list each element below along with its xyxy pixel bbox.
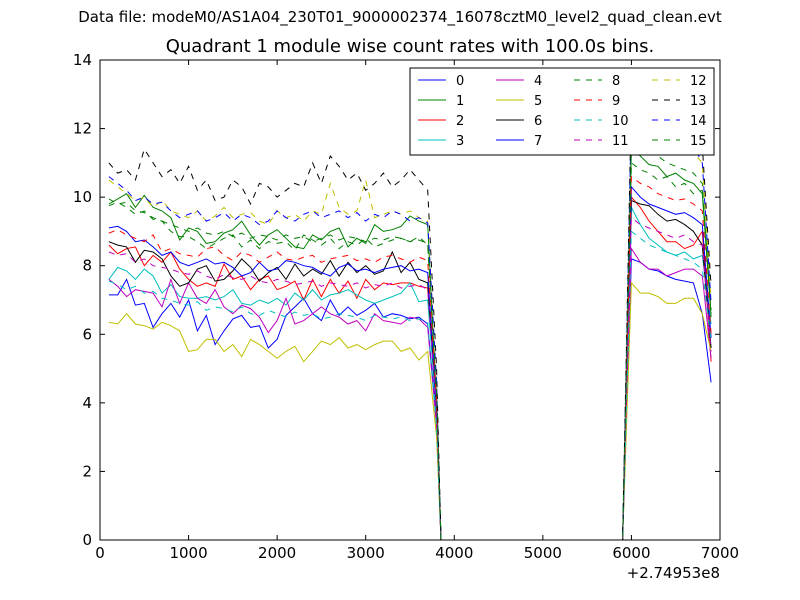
plot-frame [99, 59, 721, 541]
legend-label: 10 [612, 114, 629, 129]
legend-box [409, 67, 715, 156]
series-line-9 [108, 175, 712, 540]
legend-label: 9 [612, 94, 620, 109]
legend-label: 6 [534, 114, 542, 129]
x-tick-label: 2000 [258, 544, 296, 562]
legend-label: 13 [690, 94, 707, 109]
chart-title: Quadrant 1 module wise count rates with … [165, 36, 655, 57]
x-tick-label: 4000 [435, 544, 473, 562]
series-line-0 [108, 258, 712, 540]
series-line-10 [108, 230, 712, 540]
series-line-11 [108, 216, 712, 540]
figure-suptitle: Data file: modeM0/AS1A04_230T01_90000023… [78, 8, 722, 26]
y-tick-label: 14 [73, 51, 92, 69]
legend-label: 4 [534, 74, 542, 89]
series-line-14 [108, 110, 712, 540]
legend-label: 14 [690, 114, 707, 129]
x-tick-label: 3000 [347, 544, 385, 562]
y-tick-label: 2 [82, 462, 92, 480]
series-line-5 [108, 281, 712, 540]
legend-label: 2 [456, 114, 464, 129]
legend-label: 1 [456, 94, 464, 109]
x-tick-label: 5000 [524, 544, 562, 562]
y-tick-label: 12 [73, 120, 92, 138]
legend-label: 11 [612, 134, 629, 149]
x-tick-label: 1000 [169, 544, 207, 562]
y-tick-label: 10 [73, 188, 92, 206]
legend-label: 7 [534, 134, 542, 149]
series-line-3 [108, 207, 712, 540]
legend-label: 5 [534, 94, 542, 109]
legend-label: 8 [612, 74, 620, 89]
series-line-6 [108, 199, 712, 540]
x-tick-label: 6000 [612, 544, 650, 562]
x-tick-label: 0 [95, 544, 105, 562]
series-line-4 [108, 246, 712, 540]
y-tick-label: 4 [82, 394, 92, 412]
x-offset-label: +2.74953e8 [627, 564, 720, 582]
legend-label: 12 [690, 74, 707, 89]
series-line-7 [108, 185, 712, 540]
x-tick-label: 7000 [701, 544, 739, 562]
y-tick-label: 8 [82, 257, 92, 275]
series-line-12 [108, 120, 712, 540]
legend-label: 0 [456, 74, 464, 89]
series-line-8 [108, 161, 712, 540]
legend-label: 15 [690, 134, 707, 149]
y-tick-label: 0 [82, 531, 92, 549]
series-line-2 [108, 195, 712, 540]
y-tick-label: 6 [82, 325, 92, 343]
legend-label: 3 [456, 134, 464, 149]
